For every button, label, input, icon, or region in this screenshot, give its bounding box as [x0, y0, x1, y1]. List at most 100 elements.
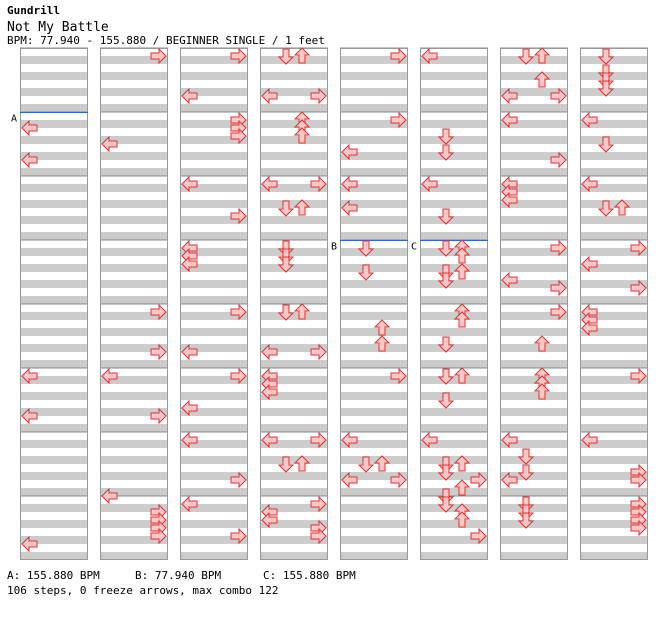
- beat-stripe: [340, 296, 408, 304]
- beat-stripe: [500, 536, 568, 544]
- beat-stripe: [100, 168, 168, 176]
- column-border: [580, 48, 648, 560]
- beat-stripe: [180, 504, 248, 512]
- beat-stripe: [340, 552, 408, 560]
- beat-stripe: [20, 264, 88, 272]
- beat-stripe: [100, 440, 168, 448]
- beat-stripe: [180, 344, 248, 352]
- beat-stripe: [500, 120, 568, 128]
- beat-stripe: [100, 280, 168, 288]
- beat-stripe: [260, 456, 328, 464]
- beat-stripe: [100, 216, 168, 224]
- beat-stripe: [180, 312, 248, 320]
- beat-stripe: [260, 280, 328, 288]
- beat-stripe: [260, 536, 328, 544]
- beat-stripe: [420, 312, 488, 320]
- measure: [180, 111, 248, 176]
- beat-stripe: [500, 264, 568, 272]
- beat-stripe: [580, 520, 648, 528]
- beat-stripe: [580, 248, 648, 256]
- beat-stripe: [20, 424, 88, 432]
- beat-stripe: [180, 216, 248, 224]
- beat-stripe: [500, 216, 568, 224]
- beat-stripe: [100, 504, 168, 512]
- beat-stripe: [500, 472, 568, 480]
- beat-stripe: [500, 248, 568, 256]
- beat-stripe: [420, 440, 488, 448]
- beat-stripe: [420, 456, 488, 464]
- beat-stripe: [580, 392, 648, 400]
- beat-stripe: [340, 472, 408, 480]
- beat-stripe: [420, 56, 488, 64]
- beat-stripe: [580, 168, 648, 176]
- beat-stripe: [20, 456, 88, 464]
- measure: [180, 239, 248, 304]
- beat-stripe: [500, 168, 568, 176]
- beat-stripe: [100, 184, 168, 192]
- beat-stripe: [340, 152, 408, 160]
- beat-stripe: [500, 72, 568, 80]
- beat-stripe: [20, 504, 88, 512]
- measure: [180, 175, 248, 240]
- beat-stripe: [100, 488, 168, 496]
- beat-stripe: [420, 264, 488, 272]
- measure: [340, 367, 408, 432]
- beat-stripe: [340, 392, 408, 400]
- beat-stripe: [260, 328, 328, 336]
- measure: [260, 431, 328, 496]
- beat-stripe: [500, 520, 568, 528]
- beat-stripe: [180, 56, 248, 64]
- beat-stripe: [500, 392, 568, 400]
- beat-stripe: [420, 88, 488, 96]
- beat-stripe: [100, 456, 168, 464]
- beat-stripe: [260, 216, 328, 224]
- measure-column: [420, 47, 488, 560]
- measure-column: [180, 47, 248, 560]
- beat-stripe: [340, 280, 408, 288]
- beat-stripe: [180, 104, 248, 112]
- bpm-legend-b: B: 77.940 BPM: [135, 569, 222, 582]
- bpm-legend-a: A: 155.880 BPM: [7, 569, 100, 582]
- measure: [500, 495, 568, 560]
- beat-stripe: [580, 536, 648, 544]
- beat-stripe: [340, 264, 408, 272]
- measure: [580, 239, 648, 304]
- column-border: [20, 48, 88, 560]
- beat-stripe: [20, 152, 88, 160]
- beat-stripe: [260, 72, 328, 80]
- beat-stripe: [340, 136, 408, 144]
- beat-stripe: [20, 520, 88, 528]
- measure: [180, 495, 248, 560]
- measure: [420, 111, 488, 176]
- beat-stripe: [420, 248, 488, 256]
- beat-stripe: [180, 136, 248, 144]
- beat-stripe: [100, 520, 168, 528]
- beat-stripe: [100, 312, 168, 320]
- beat-stripe: [500, 296, 568, 304]
- measure: [420, 495, 488, 560]
- beat-stripe: [340, 120, 408, 128]
- measure: [100, 239, 168, 304]
- measure: [340, 175, 408, 240]
- beat-stripe: [100, 120, 168, 128]
- beat-stripe: [340, 328, 408, 336]
- beat-stripe: [20, 536, 88, 544]
- beat-stripe: [420, 216, 488, 224]
- measure: [500, 367, 568, 432]
- measure: [100, 431, 168, 496]
- beat-stripe: [500, 312, 568, 320]
- beat-stripe: [580, 88, 648, 96]
- measure: [100, 175, 168, 240]
- measure: [180, 367, 248, 432]
- beat-stripe: [100, 472, 168, 480]
- beat-stripe: [260, 248, 328, 256]
- beat-stripe: [20, 552, 88, 560]
- beat-stripe: [420, 152, 488, 160]
- beat-stripe: [340, 232, 408, 240]
- measure: [500, 111, 568, 176]
- beat-stripe: [340, 360, 408, 368]
- beat-stripe: [20, 408, 88, 416]
- beat-stripe: [500, 360, 568, 368]
- beat-stripe: [580, 456, 648, 464]
- beat-stripe: [20, 328, 88, 336]
